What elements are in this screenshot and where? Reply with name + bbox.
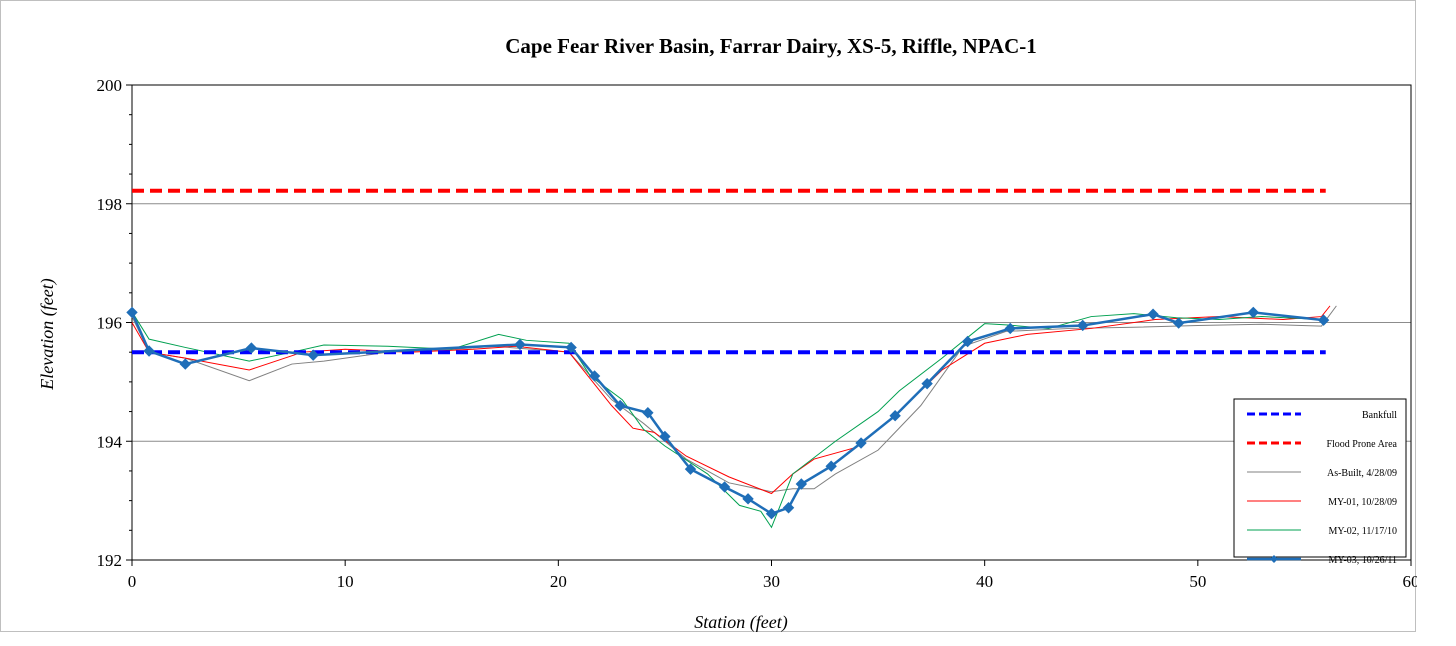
data-point — [179, 358, 191, 370]
legend-label-0: Bankfull — [1362, 410, 1397, 421]
x-axis: 0 10 20 30 40 50 60 — [128, 560, 1420, 591]
series-line-5 — [130, 311, 1324, 516]
series-group — [126, 188, 1337, 529]
y-tick-label: 200 — [97, 76, 123, 95]
data-point — [143, 345, 155, 357]
data-point — [614, 399, 626, 412]
data-point — [1172, 317, 1185, 329]
x-tick-label: 60 — [1403, 572, 1418, 591]
data-point — [795, 478, 808, 490]
data-point — [889, 410, 901, 422]
legend: Bankfull Flood Prone Area As-Built, 4/28/0… — [1233, 398, 1407, 566]
data-point — [1077, 319, 1089, 332]
legend-label-2: As-Built, 4/28/09 — [1327, 468, 1397, 479]
data-point — [742, 493, 754, 505]
x-tick-label: 50 — [1189, 572, 1206, 591]
data-point — [307, 349, 319, 361]
y-tick-label: 198 — [97, 195, 123, 214]
data-point — [1004, 322, 1016, 335]
chart-title: Cape Fear River Basin, Farrar Dairy, XS-… — [505, 34, 1037, 58]
data-point — [1147, 308, 1159, 320]
chart: Cape Fear River Basin, Farrar Dairy, XS-… — [37, 34, 1420, 633]
series-line-3 — [131, 305, 1331, 495]
data-point — [514, 338, 526, 351]
x-axis-label: Station (feet) — [694, 612, 787, 633]
x-tick-label: 0 — [128, 572, 137, 591]
legend-label-4: MY-02, 11/17/10 — [1328, 526, 1397, 537]
x-tick-label: 10 — [337, 572, 354, 591]
data-point — [126, 306, 138, 319]
data-point — [684, 463, 697, 475]
y-tick-label: 196 — [97, 314, 123, 333]
y-axis-label: Elevation (feet) — [37, 278, 58, 390]
data-point — [782, 502, 795, 514]
data-point — [855, 437, 867, 449]
legend-marker — [1270, 555, 1278, 563]
x-tick-label: 40 — [976, 572, 993, 591]
data-point — [718, 481, 731, 493]
legend-label-1: Flood Prone Area — [1326, 439, 1397, 450]
y-axis: 192 194 196 198 200 — [97, 76, 132, 570]
data-point — [642, 407, 654, 419]
legend-box — [1233, 398, 1407, 558]
data-point — [588, 370, 601, 382]
data-point — [565, 341, 577, 354]
data-point — [765, 507, 778, 520]
grid — [132, 203, 1411, 442]
data-point — [825, 460, 837, 472]
legend-label-5: MY-03, 10/26/11 — [1328, 555, 1397, 566]
series-line-4 — [131, 311, 1322, 529]
series-line-2 — [131, 305, 1337, 493]
x-tick-label: 20 — [550, 572, 567, 591]
data-point — [245, 342, 258, 354]
data-point — [921, 377, 933, 390]
data-point — [659, 430, 671, 443]
x-tick-label: 30 — [763, 572, 780, 591]
legend-label-3: MY-01, 10/28/09 — [1328, 497, 1397, 508]
y-tick-label: 192 — [97, 551, 123, 570]
data-point — [1247, 306, 1259, 319]
data-point — [961, 335, 974, 348]
chart-frame: Cape Fear River Basin, Farrar Dairy, XS-… — [0, 0, 1420, 633]
y-tick-label: 194 — [97, 432, 123, 451]
data-point — [1317, 314, 1330, 326]
